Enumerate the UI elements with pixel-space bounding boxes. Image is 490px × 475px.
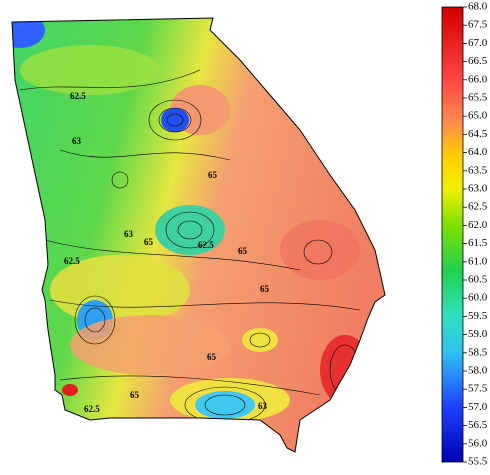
contour-label: 63 (72, 136, 82, 146)
contour-label: 62.5 (198, 240, 214, 250)
colorbar-tick-label: 56.5 (468, 419, 488, 431)
colorbar-tick-label: 67.5 (468, 19, 488, 31)
colorbar-tick-label: 58.5 (468, 346, 488, 358)
colorbar-tick-label: 68.0 (468, 1, 488, 13)
colorbar-tick-label: 65.5 (468, 92, 488, 104)
colorbar-tick-label: 60.0 (468, 292, 488, 304)
colorbar-tick-label: 61.0 (468, 255, 488, 267)
colorbar-tick-label: 57.0 (468, 401, 488, 413)
contour-label: 65 (208, 170, 218, 180)
colorbar-tick-label: 57.5 (468, 383, 488, 395)
colorbar-tick-label: 63.0 (468, 183, 488, 195)
contour-label: 62.5 (84, 404, 100, 414)
colorbar-tick-label: 66.5 (468, 55, 488, 67)
contour-label: 62.5 (64, 256, 80, 266)
contour-label: 65 (238, 246, 248, 256)
contour-label: 62.5 (70, 91, 86, 101)
contour-label: 63 (124, 229, 134, 239)
colorbar-tick-label: 66.0 (468, 73, 488, 85)
colorbar-tick-label: 64.0 (468, 146, 488, 158)
colorbar-tick-label: 64.5 (468, 128, 488, 140)
colorbar-tick-label: 63.5 (468, 164, 488, 176)
contour-label: 65 (144, 237, 154, 247)
colorbar-tick-label: 61.5 (468, 237, 488, 249)
colorbar-tick-label: 55.5 (468, 456, 488, 468)
contour-label: 65 (130, 390, 140, 400)
colorbar-tick-label: 62.5 (468, 201, 488, 213)
colorbar-tick-label: 56.0 (468, 437, 488, 449)
colorbar-tick-label: 65.0 (468, 110, 488, 122)
colorbar-tick-label: 58.0 (468, 365, 488, 377)
temperature-field (12, 18, 385, 452)
colorbar-tick-label: 59.0 (468, 328, 488, 340)
colorbar-tick-label: 67.0 (468, 37, 488, 49)
contour-label: 65 (260, 284, 270, 294)
colorbar-tick-label: 60.5 (468, 274, 488, 286)
colorbar-tick-label: 62.0 (468, 219, 488, 231)
colorbar-tick-label: 59.5 (468, 310, 488, 322)
contour-label: 65 (207, 352, 217, 362)
colorbar (441, 6, 464, 463)
contour-label: 63 (258, 401, 268, 411)
contour-labels: 62.5 63 62.5 63 65 62.5 65 65 65 65 62.5… (64, 91, 270, 414)
